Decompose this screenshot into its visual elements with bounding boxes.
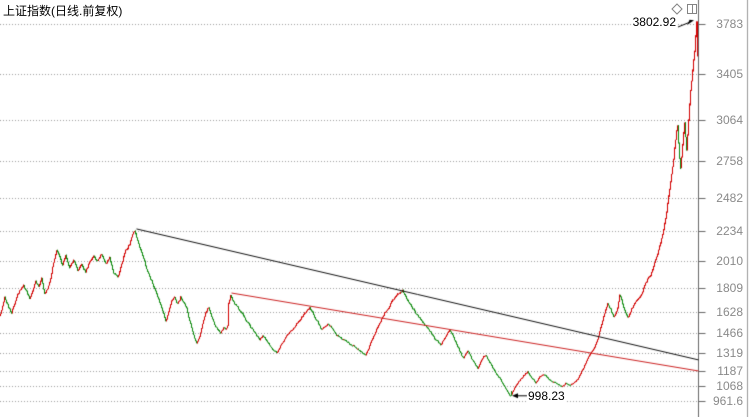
- y-axis-tick-label: 3405: [716, 67, 743, 81]
- y-axis-tick-label: 961.6: [712, 394, 743, 408]
- annotation-low-998: 998.23: [527, 389, 566, 403]
- y-axis-tick-label: 3064: [716, 113, 743, 127]
- window-icon[interactable]: [686, 2, 698, 14]
- y-axis-tick-label: 1319: [716, 346, 743, 360]
- y-axis-tick-label: 2482: [716, 191, 743, 205]
- y-axis-tick-label: 1628: [716, 305, 743, 319]
- y-axis-tick-label: 1466: [716, 326, 743, 340]
- y-axis-tick-label: 2010: [716, 254, 743, 268]
- chart-title: 上证指数(日线.前复权): [3, 4, 123, 18]
- y-axis-tick-label: 1809: [716, 281, 743, 295]
- y-axis-tick-label: 1187: [717, 364, 743, 378]
- y-axis-labels: 3783 3405 3064 2758 2482 2234 2010 1809 1628 1466…: [700, 0, 747, 417]
- annotation-high-3802: 3802.92: [631, 15, 677, 29]
- y-axis-tick-label: 1068: [716, 379, 743, 393]
- diamond-icon[interactable]: [671, 2, 683, 15]
- y-axis-tick-label: 2234: [716, 224, 743, 238]
- y-axis-tick-label: 2758: [716, 154, 743, 168]
- y-axis-tick-label: 3783: [716, 17, 743, 31]
